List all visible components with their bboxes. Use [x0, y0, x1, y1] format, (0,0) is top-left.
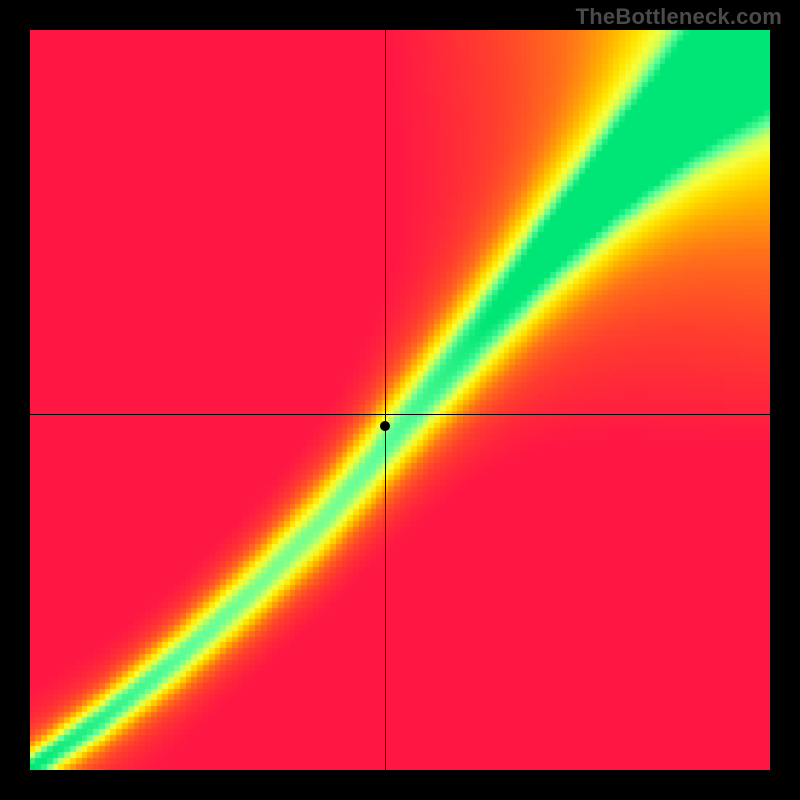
- crosshair-horizontal: [30, 414, 770, 415]
- data-point-marker: [380, 421, 390, 431]
- chart-container: { "watermark": { "text": "TheBottleneck.…: [0, 0, 800, 800]
- bottleneck-heatmap: [30, 30, 770, 770]
- crosshair-vertical: [385, 30, 386, 770]
- watermark-text: TheBottleneck.com: [576, 4, 782, 30]
